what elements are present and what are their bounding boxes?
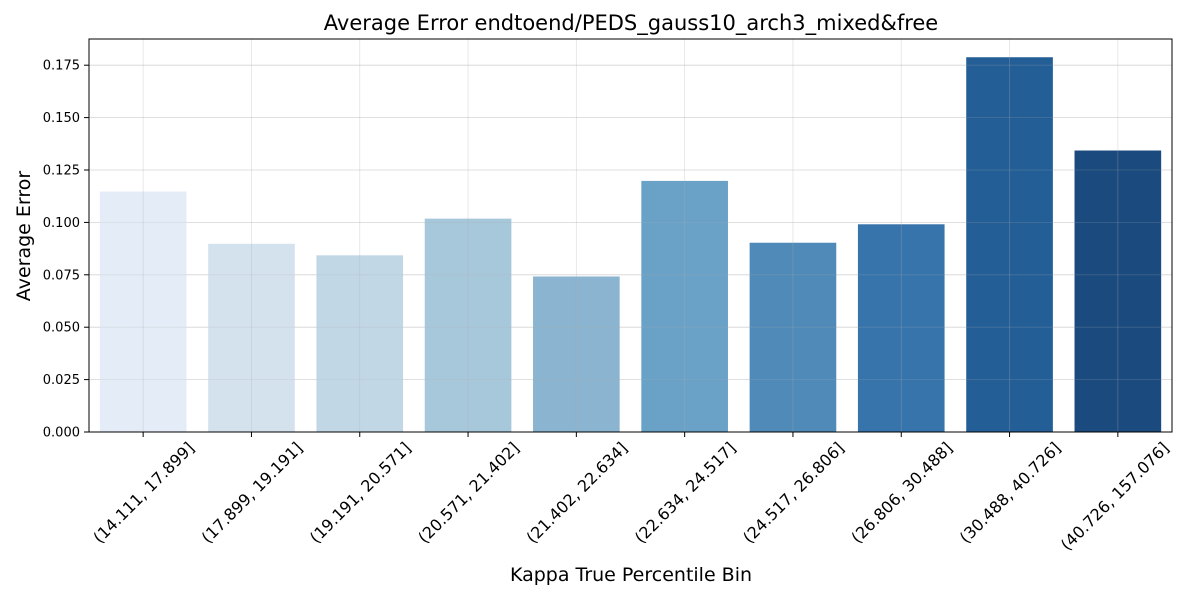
bars (99, 57, 1162, 432)
y-tick-label: 0.100 (43, 216, 80, 231)
bar (424, 218, 512, 432)
y-tick-label: 0.050 (43, 321, 80, 336)
y-axis-ticks: 0.000 0.025 0.050 0.075 0.100 0.125 0.150 0.175 (43, 59, 89, 441)
y-tick-label: 0.075 (43, 268, 80, 283)
y-tick-label: 0.125 (43, 164, 80, 179)
grid-lines-overlay (89, 39, 1172, 433)
bar (749, 242, 837, 432)
bar (641, 180, 728, 432)
y-tick-label: 0.000 (43, 426, 80, 441)
y-axis-label: Average Error (13, 171, 35, 302)
bar (533, 276, 620, 432)
bar (857, 224, 945, 432)
x-axis-label: Kappa True Percentile Bin (510, 564, 752, 586)
y-tick-label: 0.150 (43, 111, 80, 126)
bar (966, 57, 1053, 432)
y-tick-label: 0.175 (43, 59, 80, 74)
bar (316, 255, 404, 432)
bar (99, 191, 187, 432)
chart-title: Average Error endtoend/PEDS_gauss10_arch… (324, 11, 938, 36)
plot-frame (88, 38, 1173, 433)
bar (1074, 150, 1162, 432)
y-tick-label: 0.025 (43, 373, 80, 388)
bar (208, 243, 295, 432)
